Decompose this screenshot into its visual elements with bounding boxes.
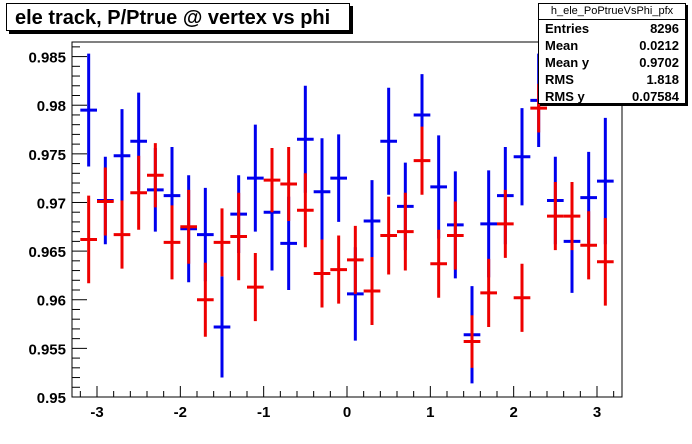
data-point bbox=[463, 315, 481, 368]
data-point bbox=[80, 195, 97, 284]
x-tick-label: -1 bbox=[257, 404, 270, 421]
data-point bbox=[580, 211, 597, 280]
y-tick-label: 0.985 bbox=[28, 50, 66, 67]
data-point bbox=[247, 253, 264, 322]
data-point bbox=[547, 182, 564, 251]
stats-row-mean: Mean 0.0212 bbox=[539, 37, 685, 54]
x-tick-label: 3 bbox=[593, 404, 601, 421]
data-point bbox=[597, 218, 614, 306]
stats-value: 0.0212 bbox=[639, 38, 679, 53]
y-tick-label: 0.96 bbox=[37, 293, 66, 310]
axis-ticks: -3 -2 -1 0 1 2 3 0.95 0.955 0.96 0.965 0.97 0.975 0.9… bbox=[28, 46, 615, 421]
data-point bbox=[513, 263, 531, 332]
stats-value: 1.818 bbox=[646, 72, 679, 87]
x-tick-label: 1 bbox=[426, 404, 434, 421]
data-point bbox=[297, 173, 314, 248]
data-point bbox=[330, 235, 347, 304]
data-point bbox=[363, 180, 381, 262]
y-tick-label: 0.955 bbox=[28, 341, 66, 358]
data-point bbox=[380, 87, 397, 195]
data-point bbox=[397, 192, 414, 271]
stats-label: Mean y bbox=[545, 55, 590, 70]
data-point bbox=[213, 208, 231, 277]
data-point bbox=[113, 200, 131, 269]
stats-row-rms-y: RMS y 0.07584 bbox=[539, 88, 685, 105]
stats-histogram-name: h_ele_PoPtrueVsPhi_pfx bbox=[539, 4, 685, 20]
stats-label: RMS bbox=[545, 72, 574, 87]
data-point bbox=[513, 108, 531, 206]
data-point bbox=[80, 53, 97, 167]
data-point bbox=[113, 109, 131, 203]
data-point bbox=[430, 229, 447, 298]
data-point bbox=[497, 189, 514, 258]
data-point bbox=[447, 201, 464, 270]
stats-row-rms: RMS 1.818 bbox=[539, 71, 685, 88]
stats-value: 0.9702 bbox=[639, 55, 679, 70]
stats-label: Entries bbox=[545, 21, 590, 36]
stats-label: RMS y bbox=[545, 89, 585, 104]
data-point bbox=[380, 196, 397, 275]
x-tick-label: 0 bbox=[343, 404, 351, 421]
y-tick-label: 0.965 bbox=[28, 244, 66, 261]
stats-value: 0.07584 bbox=[632, 89, 679, 104]
y-tick-label: 0.95 bbox=[37, 390, 66, 407]
chart-title: ele track, P/Ptrue @ vertex vs phi bbox=[6, 3, 350, 31]
data-point bbox=[347, 225, 364, 294]
x-tick-label: -2 bbox=[174, 404, 187, 421]
data-point bbox=[330, 134, 347, 222]
x-tick-label: -3 bbox=[90, 404, 103, 421]
data-point bbox=[197, 262, 214, 337]
stats-box: h_ele_PoPtrueVsPhi_pfx Entries 8296 Mean… bbox=[538, 3, 686, 104]
data-point bbox=[130, 155, 147, 230]
data-point bbox=[430, 135, 447, 239]
x-tick-label: 2 bbox=[509, 404, 517, 421]
data-point bbox=[263, 148, 281, 213]
data-point bbox=[313, 239, 331, 308]
data-point bbox=[213, 276, 231, 378]
y-tick-label: 0.97 bbox=[37, 195, 66, 212]
stats-row-entries: Entries 8296 bbox=[539, 20, 685, 37]
series-layer bbox=[80, 53, 614, 384]
data-point bbox=[563, 182, 581, 251]
stats-label: Mean bbox=[545, 38, 579, 53]
data-point bbox=[480, 258, 497, 327]
data-point bbox=[147, 143, 164, 208]
data-point bbox=[313, 138, 331, 246]
data-point bbox=[363, 256, 381, 326]
data-point bbox=[230, 192, 247, 281]
stats-row-mean-y: Mean y 0.9702 bbox=[539, 54, 685, 71]
data-point bbox=[163, 205, 181, 280]
stats-value: 8296 bbox=[650, 21, 679, 36]
data-point bbox=[280, 147, 297, 221]
data-point bbox=[97, 167, 114, 236]
data-point bbox=[413, 126, 431, 195]
data-point bbox=[247, 124, 264, 232]
data-point bbox=[180, 189, 197, 264]
y-tick-label: 0.98 bbox=[37, 98, 66, 115]
y-tick-label: 0.975 bbox=[28, 147, 66, 164]
